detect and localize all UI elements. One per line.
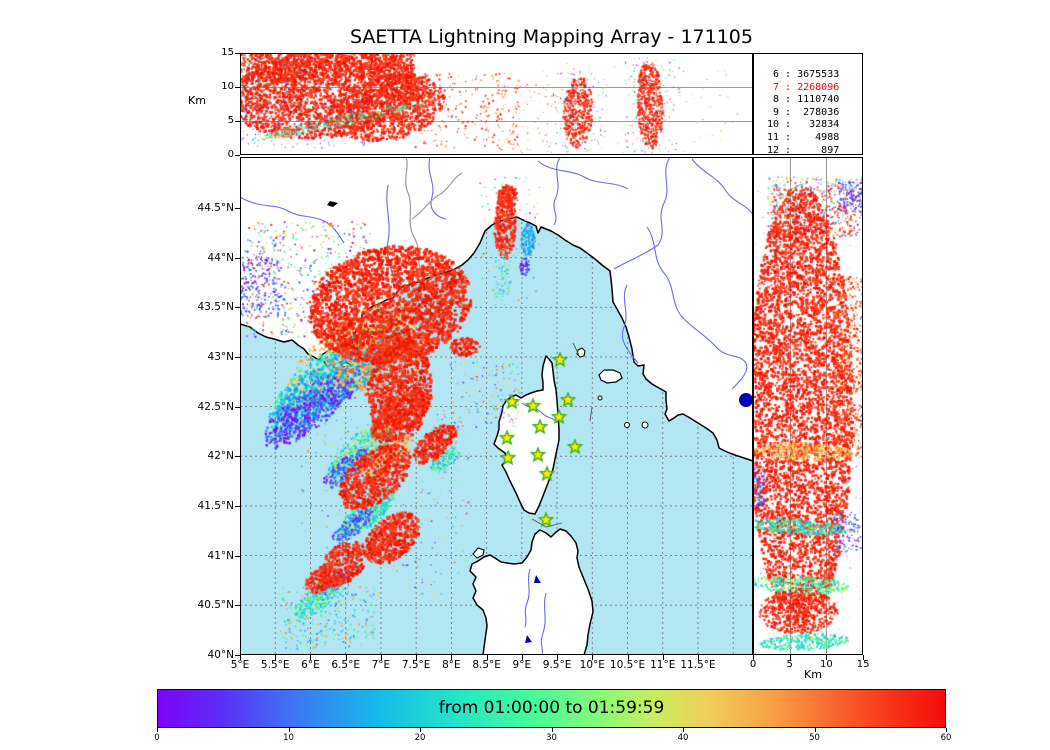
lat-tick-label: 44.5°N — [197, 202, 234, 214]
lon-tick-mark — [627, 655, 629, 660]
right-km-tick-label: 15 — [856, 659, 870, 670]
altitude-tick-mark — [235, 121, 240, 122]
colorbar-tick-label: 30 — [546, 733, 557, 743]
lon-tick-mark — [592, 655, 594, 660]
lat-tick-label: 41.5°N — [197, 499, 234, 512]
colorbar-tick-mark — [551, 728, 553, 732]
altitude-longitude-panel — [240, 53, 753, 155]
lon-tick-mark — [380, 655, 382, 660]
lat-tick-label: 40°N — [207, 648, 234, 661]
colorbar-tick-label: 60 — [940, 733, 952, 743]
altitude-tick-label: 5 — [227, 115, 234, 126]
altitude-latitude-panel — [753, 157, 863, 655]
lat-tick-mark — [235, 406, 240, 408]
lon-tick-label: 6.5°E — [331, 659, 360, 671]
lon-tick-mark — [557, 655, 559, 660]
altitude-longitude-scatter-canvas — [240, 53, 753, 155]
lon-tick-label: 5.5°E — [260, 659, 290, 671]
altitude-tick-mark — [235, 53, 240, 54]
altitude-tick-label: 15 — [221, 47, 234, 58]
lat-tick-label: 43.5°N — [197, 301, 234, 314]
lon-tick-mark — [345, 655, 347, 660]
lat-tick-mark — [235, 456, 240, 458]
lat-tick-label: 44°N — [207, 251, 234, 264]
lat-tick-label: 40.5°N — [197, 599, 234, 612]
lon-tick-label: 7°E — [371, 659, 391, 671]
legend-row-stations-7: 7 : 2268096 — [767, 81, 840, 93]
lon-tick-label: 7.5°E — [401, 659, 431, 671]
right-km-tick-label: 10 — [820, 659, 833, 670]
lon-tick-label: 10.5°E — [609, 659, 646, 671]
colorbar-tick-label: 20 — [414, 733, 426, 743]
right-km-tick-mark — [753, 655, 754, 660]
colorbar-tick-mark — [420, 728, 421, 732]
colorbar-tick-label: 0 — [154, 733, 160, 743]
lat-tick-mark — [235, 356, 240, 358]
lon-tick-label: 5°E — [230, 659, 250, 671]
lon-tick-mark — [275, 655, 277, 660]
lat-tick-label: 42.5°N — [197, 400, 234, 413]
altitude-tick-label: 10 — [221, 81, 234, 92]
right-panel-altitude-unit-label: Km — [804, 668, 822, 681]
lat-tick-label: 42°N — [207, 450, 234, 463]
lat-tick-label: 43°N — [207, 350, 234, 363]
legend-row-stations-6: 6 : 3675533 — [767, 69, 840, 80]
top-panel-altitude-unit-label: Km — [188, 94, 206, 107]
legend-row-stations-8: 8 : 1110740 — [767, 94, 840, 106]
lon-tick-label: 6°E — [301, 659, 320, 671]
lon-tick-mark — [451, 655, 453, 660]
lon-tick-label: 8°E — [442, 659, 461, 671]
lat-tick-mark — [235, 654, 240, 656]
lon-tick-label: 11.5°E — [680, 659, 716, 671]
lon-tick-label: 10°E — [579, 659, 605, 671]
colorbar-tick-mark — [946, 728, 947, 732]
lon-tick-mark — [310, 655, 312, 660]
colorbar-tick-label: 50 — [809, 733, 820, 743]
colorbar-tick-mark — [683, 728, 684, 732]
time-colorbar: from 01:00:00 to 01:59:59 — [157, 689, 946, 728]
lon-tick-mark — [416, 655, 418, 660]
lon-tick-mark — [662, 655, 664, 660]
lon-tick-mark — [486, 655, 488, 660]
lat-tick-mark — [235, 505, 240, 507]
lon-tick-mark — [521, 655, 523, 660]
right-km-tick-label: 0 — [749, 659, 757, 670]
altitude-tick-label: 0 — [227, 149, 234, 160]
lat-tick-mark — [235, 605, 240, 607]
legend-row-stations-12: 12 : 897 — [767, 144, 840, 156]
colorbar-tick-label: 10 — [283, 733, 294, 743]
right-km-tick-label: 5 — [786, 659, 793, 670]
plot-title: SAETTA Lightning Mapping Array - 171105 — [350, 26, 753, 48]
lon-tick-label: 11°E — [650, 659, 676, 671]
map-panel — [240, 157, 753, 655]
source-count-legend: 6 : 3675533 7 : 2268096 8 : 1110740 9 : … — [753, 53, 863, 156]
altitude-tick-mark — [235, 155, 240, 156]
colorbar-tick-mark — [814, 728, 816, 732]
legend-row-stations-9: 9 : 278036 — [767, 106, 840, 118]
lat-tick-mark — [235, 257, 240, 259]
altitude-tick-mark — [235, 87, 240, 88]
lon-tick-label: 9.5°E — [542, 659, 572, 671]
lat-tick-mark — [235, 555, 240, 557]
colorbar-tick-mark — [157, 728, 158, 732]
colorbar-tick-mark — [288, 728, 290, 732]
lat-tick-mark — [235, 307, 240, 309]
lon-tick-mark — [697, 655, 699, 660]
map-scatter-canvas — [240, 157, 753, 655]
legend-row-stations-10: 10 : 32834 — [767, 119, 840, 131]
altitude-latitude-scatter-canvas — [753, 157, 863, 655]
colorbar-label: from 01:00:00 to 01:59:59 — [438, 698, 665, 718]
legend-row-stations-11: 11 : 4988 — [767, 131, 840, 143]
lon-tick-label: 8.5°E — [472, 659, 501, 671]
right-km-tick-mark — [826, 655, 828, 660]
colorbar-tick-label: 40 — [677, 733, 689, 743]
right-km-tick-mark — [863, 655, 865, 660]
lon-tick-label: 9°E — [512, 659, 532, 671]
right-km-tick-mark — [789, 655, 791, 660]
lat-tick-mark — [235, 208, 240, 209]
lat-tick-label: 41°N — [207, 549, 234, 562]
lon-tick-mark — [240, 655, 241, 660]
